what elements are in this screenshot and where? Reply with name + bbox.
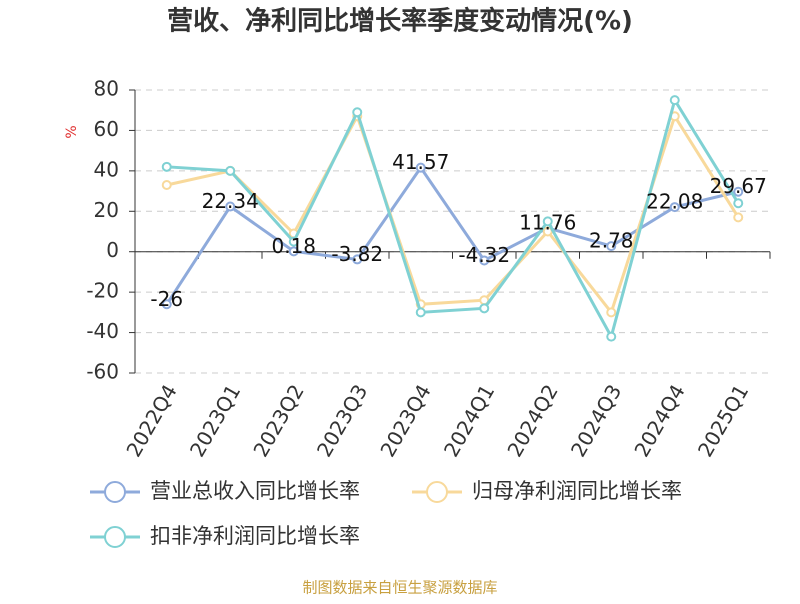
y-tick-label: 80	[94, 77, 119, 101]
data-point	[161, 161, 172, 172]
legend-marker	[426, 481, 448, 503]
data-point	[606, 307, 617, 318]
data-label: 0.18	[271, 234, 316, 258]
x-tick-label: 2023Q4	[375, 380, 435, 461]
legend-marker	[104, 526, 126, 548]
data-point	[288, 236, 299, 247]
source-note: 制图数据来自恒生聚源数据库	[302, 579, 497, 597]
y-tick-label: 20	[94, 198, 119, 222]
legend-marker	[104, 481, 126, 503]
data-label: 11.76	[519, 210, 576, 234]
x-tick-label: 2025Q1	[693, 380, 753, 461]
data-point	[733, 212, 744, 223]
x-tick-label: 2024Q4	[629, 380, 689, 461]
y-tick-label: 40	[94, 157, 119, 181]
data-label: 22.08	[646, 190, 703, 214]
data-point	[479, 303, 490, 314]
series-line	[166, 96, 740, 341]
data-label: -26	[150, 287, 183, 311]
data-point	[669, 202, 680, 213]
x-tick-label: 2023Q1	[185, 380, 245, 461]
data-point	[733, 186, 744, 197]
data-label: -3.82	[331, 242, 383, 266]
x-tick-label: 2022Q4	[121, 380, 181, 461]
x-tick-label: 2024Q2	[502, 380, 562, 461]
data-point	[352, 254, 363, 265]
data-point	[225, 165, 236, 176]
chart-title: 营收、净利同比增长率季度变动情况(%)	[167, 6, 633, 37]
y-axis-label: %	[64, 125, 80, 138]
y-tick-label: -20	[86, 279, 119, 303]
data-point	[225, 201, 236, 212]
data-point	[669, 95, 680, 106]
data-point	[161, 180, 172, 191]
data-point	[542, 216, 553, 227]
legend-label: 营业总收入同比增长率	[150, 479, 360, 503]
y-tick-label: 60	[94, 117, 119, 141]
data-point	[161, 299, 172, 310]
data-point	[479, 255, 490, 266]
data-point	[606, 241, 617, 252]
y-tick-label: -40	[86, 319, 119, 343]
data-point	[415, 162, 426, 173]
data-label: 2.78	[589, 229, 634, 253]
x-tick-label: 2023Q2	[248, 380, 308, 461]
x-tick-label: 2024Q3	[566, 380, 626, 461]
data-label: 29.67	[710, 174, 767, 198]
data-point	[352, 107, 363, 118]
legend-label: 归母净利润同比增长率	[472, 479, 682, 503]
series-line	[165, 165, 739, 306]
data-label: -4.32	[458, 243, 510, 267]
data-point	[733, 198, 744, 209]
data-point	[606, 331, 617, 342]
y-tick-label: 0	[106, 238, 119, 262]
data-point	[415, 307, 426, 318]
data-label: 41.57	[392, 150, 449, 174]
data-label: 22.34	[202, 189, 259, 213]
data-point	[288, 246, 299, 257]
x-tick-label: 2023Q3	[312, 380, 372, 461]
y-tick-label: -60	[86, 360, 119, 384]
legend-label: 扣非净利润同比增长率	[150, 524, 360, 548]
x-tick-label: 2024Q1	[439, 380, 499, 461]
